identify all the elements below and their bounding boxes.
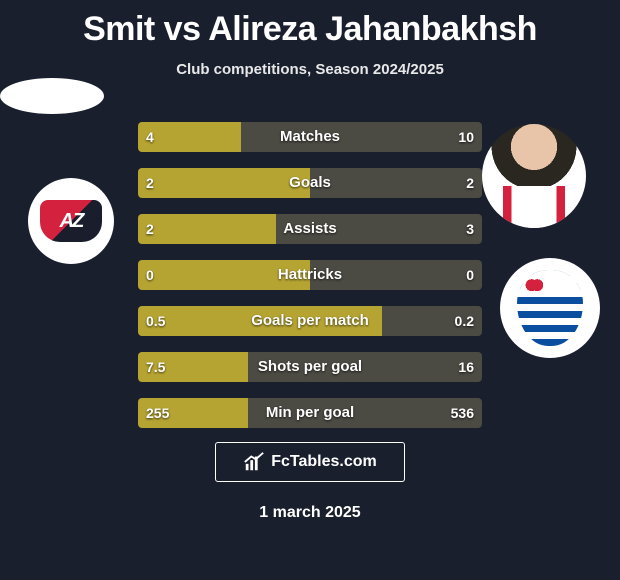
bar-label: Assists — [138, 214, 482, 244]
club-left-badge: AZ — [28, 178, 114, 264]
bar-label: Shots per goal — [138, 352, 482, 382]
bar-label: Min per goal — [138, 398, 482, 428]
bar-row: 00Hattricks — [138, 260, 482, 290]
comparison-bars: 410Matches 22Goals 23Assists 00Hattricks 0.5… — [138, 122, 482, 444]
chart-icon — [243, 451, 265, 473]
date-label: 1 march 2025 — [0, 504, 620, 522]
az-logo-icon: AZ — [40, 200, 102, 242]
bar-row: 23Assists — [138, 214, 482, 244]
page-title: Smit vs Alireza Jahanbakhsh — [0, 0, 620, 49]
bar-label: Matches — [138, 122, 482, 152]
bar-row: 7.516Shots per goal — [138, 352, 482, 382]
subtitle: Club competitions, Season 2024/2025 — [0, 61, 620, 78]
bar-row: 0.50.2Goals per match — [138, 306, 482, 336]
bar-row: 410Matches — [138, 122, 482, 152]
bar-label: Goals per match — [138, 306, 482, 336]
bar-label: Hattricks — [138, 260, 482, 290]
bar-row: 22Goals — [138, 168, 482, 198]
brand-text: FcTables.com — [271, 453, 377, 471]
player-right-avatar — [482, 124, 586, 228]
player-left-avatar — [0, 78, 104, 114]
bar-label: Goals — [138, 168, 482, 198]
club-right-badge — [500, 258, 600, 358]
bar-row: 255536Min per goal — [138, 398, 482, 428]
brand-badge[interactable]: FcTables.com — [215, 442, 405, 482]
heerenveen-logo-icon — [517, 270, 583, 346]
